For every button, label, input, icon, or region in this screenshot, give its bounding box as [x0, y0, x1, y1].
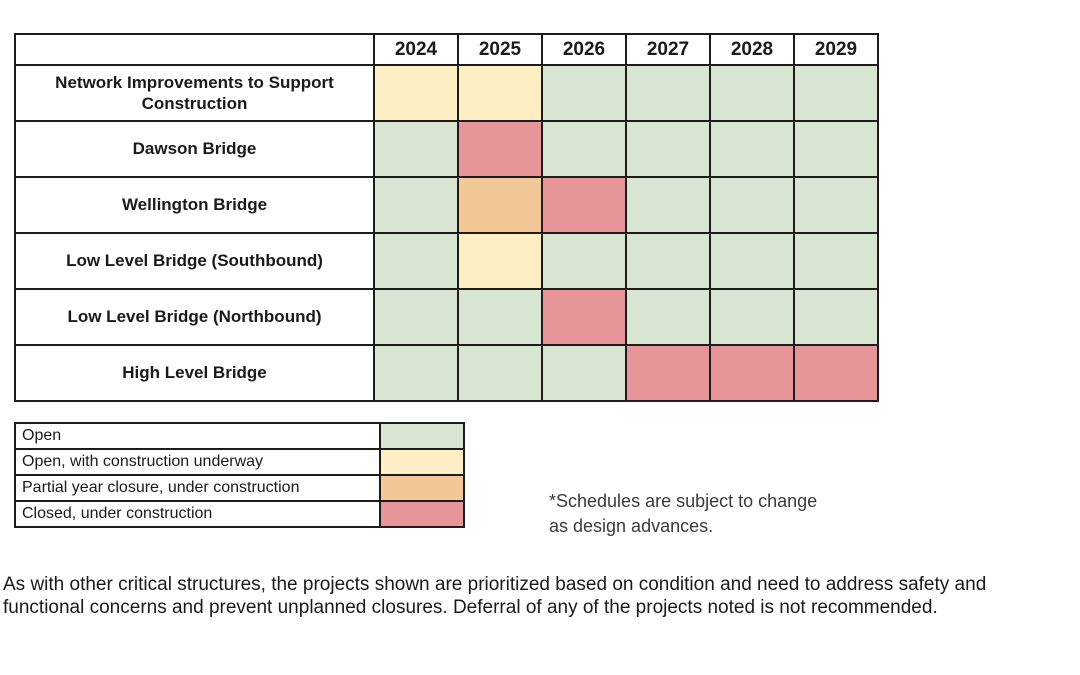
cell-low-level-bridge-southbound-2028-open [709, 232, 795, 290]
year-header-2026: 2026 [541, 33, 627, 66]
year-header-2029: 2029 [793, 33, 879, 66]
schedule-row-network-improvements-to-support-construction: Network Improvements to Support Construc… [14, 64, 879, 122]
legend-row-partial: Partial year closure, under construction [14, 474, 465, 502]
cell-high-level-bridge-2025-open [457, 344, 543, 402]
legend-label-open_construction: Open, with construction underway [14, 448, 381, 476]
legend-table: Open Open, with construction underway Part… [14, 422, 465, 528]
year-header-2025: 2025 [457, 33, 543, 66]
cell-wellington-bridge-2027-open [625, 176, 711, 234]
cell-low-level-bridge-southbound-2024-open [373, 232, 459, 290]
cell-wellington-bridge-2028-open [709, 176, 795, 234]
legend-swatch-closed [379, 500, 465, 528]
schedule-row-low-level-bridge-southbound: Low Level Bridge (Southbound) [14, 232, 879, 290]
cell-wellington-bridge-2026-closed [541, 176, 627, 234]
cell-dawson-bridge-2024-open [373, 120, 459, 178]
schedule-corner-cell [14, 33, 375, 66]
cell-low-level-bridge-northbound-2026-closed [541, 288, 627, 346]
cell-low-level-bridge-southbound-2025-open_construction [457, 232, 543, 290]
cell-high-level-bridge-2024-open [373, 344, 459, 402]
cell-network-improvements-to-support-construction-2029-open [793, 64, 879, 122]
cell-network-improvements-to-support-construction-2024-open_construction [373, 64, 459, 122]
legend-swatch-partial [379, 474, 465, 502]
cell-dawson-bridge-2025-closed [457, 120, 543, 178]
cell-low-level-bridge-northbound-2029-open [793, 288, 879, 346]
legend-row-open_construction: Open, with construction underway [14, 448, 465, 476]
cell-dawson-bridge-2029-open [793, 120, 879, 178]
legend-row-closed: Closed, under construction [14, 500, 465, 528]
legend-swatch-open [379, 422, 465, 450]
cell-high-level-bridge-2028-closed [709, 344, 795, 402]
cell-low-level-bridge-northbound-2027-open [625, 288, 711, 346]
row-label-high-level-bridge: High Level Bridge [14, 344, 375, 402]
cell-dawson-bridge-2027-open [625, 120, 711, 178]
cell-network-improvements-to-support-construction-2026-open [541, 64, 627, 122]
cell-high-level-bridge-2029-closed [793, 344, 879, 402]
legend-label-partial: Partial year closure, under construction [14, 474, 381, 502]
cell-low-level-bridge-northbound-2024-open [373, 288, 459, 346]
footer-paragraph: As with other critical structures, the p… [3, 574, 987, 618]
cell-dawson-bridge-2028-open [709, 120, 795, 178]
row-label-wellington-bridge: Wellington Bridge [14, 176, 375, 234]
row-label-network-improvements-to-support-construction: Network Improvements to Support Construc… [14, 64, 375, 122]
cell-wellington-bridge-2029-open [793, 176, 879, 234]
schedule-row-wellington-bridge: Wellington Bridge [14, 176, 879, 234]
cell-dawson-bridge-2026-open [541, 120, 627, 178]
schedule-table: 2024 2025 2026 2027 2028 2029 Network Improve… [14, 33, 879, 402]
legend-row-open: Open [14, 422, 465, 450]
cell-low-level-bridge-southbound-2029-open [793, 232, 879, 290]
schedule-note: *Schedules are subject to change as desi… [549, 491, 818, 536]
year-header-2027: 2027 [625, 33, 711, 66]
legend-swatch-open_construction [379, 448, 465, 476]
cell-network-improvements-to-support-construction-2027-open [625, 64, 711, 122]
cell-network-improvements-to-support-construction-2025-open_construction [457, 64, 543, 122]
cell-low-level-bridge-southbound-2026-open [541, 232, 627, 290]
cell-low-level-bridge-northbound-2025-open [457, 288, 543, 346]
cell-high-level-bridge-2027-closed [625, 344, 711, 402]
row-label-dawson-bridge: Dawson Bridge [14, 120, 375, 178]
legend-label-open: Open [14, 422, 381, 450]
schedule-row-dawson-bridge: Dawson Bridge [14, 120, 879, 178]
cell-low-level-bridge-northbound-2028-open [709, 288, 795, 346]
cell-wellington-bridge-2024-open [373, 176, 459, 234]
cell-wellington-bridge-2025-partial [457, 176, 543, 234]
cell-low-level-bridge-southbound-2027-open [625, 232, 711, 290]
cell-high-level-bridge-2026-open [541, 344, 627, 402]
year-header-2024: 2024 [373, 33, 459, 66]
row-label-low-level-bridge-northbound: Low Level Bridge (Northbound) [14, 288, 375, 346]
schedule-header-row: 2024 2025 2026 2027 2028 2029 [14, 33, 879, 66]
schedule-row-high-level-bridge: High Level Bridge [14, 344, 879, 402]
cell-network-improvements-to-support-construction-2028-open [709, 64, 795, 122]
year-header-2028: 2028 [709, 33, 795, 66]
legend-label-closed: Closed, under construction [14, 500, 381, 528]
row-label-low-level-bridge-southbound: Low Level Bridge (Southbound) [14, 232, 375, 290]
schedule-row-low-level-bridge-northbound: Low Level Bridge (Northbound) [14, 288, 879, 346]
